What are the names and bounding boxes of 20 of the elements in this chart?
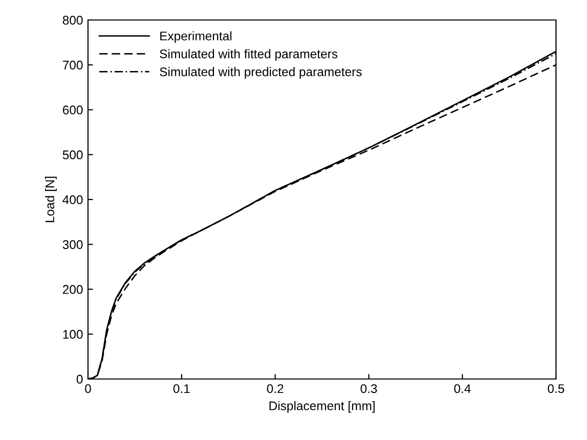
y-tick-label: 700 bbox=[62, 60, 83, 70]
x-tick-label: 0.1 bbox=[173, 384, 190, 394]
x-tick-label: 0.4 bbox=[454, 384, 471, 394]
x-tick-label: 0.2 bbox=[267, 384, 284, 394]
x-axis-title: Displacement [mm] bbox=[270, 401, 375, 413]
y-axis-title: Load [N] bbox=[45, 176, 57, 222]
x-tick-label: 0.3 bbox=[360, 384, 377, 394]
y-tick-label: 400 bbox=[62, 195, 83, 204]
y-tick-label: 0 bbox=[76, 374, 83, 384]
y-tick-label: 100 bbox=[63, 330, 83, 339]
x-tick-label: 0 bbox=[85, 384, 91, 394]
y-tick-label: 300 bbox=[62, 240, 83, 250]
y-tick-label: 800 bbox=[62, 16, 83, 25]
x-tick-label: 0.5 bbox=[548, 384, 564, 394]
y-tick-label: 600 bbox=[62, 106, 83, 114]
legend-label: Simulated with predicted parameters bbox=[160, 67, 362, 79]
y-tick-label: 500 bbox=[62, 150, 83, 160]
y-tick-label: 200 bbox=[62, 285, 83, 294]
legend-label: Simulated with fitted parameters bbox=[160, 49, 338, 61]
legend-label: Experimental bbox=[160, 31, 232, 43]
